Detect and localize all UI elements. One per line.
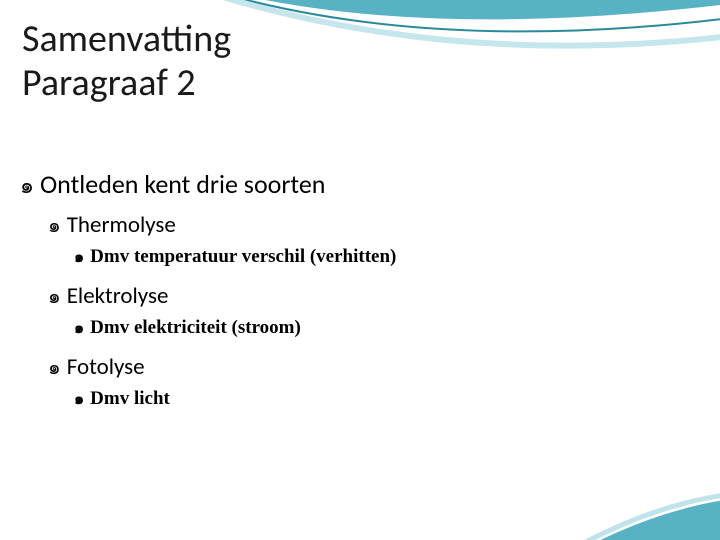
bullet-level1: ๑ Ontleden kent drie soorten xyxy=(20,168,680,203)
bullet-text: Thermolyse xyxy=(67,211,176,239)
bullet-text: Elektrolyse xyxy=(67,282,169,310)
bullet-level2: ๑ Thermolyse xyxy=(48,209,680,241)
bullet-icon: ๑ xyxy=(74,387,84,412)
corner-swoosh-decoration xyxy=(580,450,720,540)
bullet-icon: ๑ xyxy=(74,245,84,270)
bullet-level3: ๑ Dmv licht xyxy=(74,387,680,412)
bullet-icon: ๑ xyxy=(48,209,61,241)
bullet-text: Dmv licht xyxy=(90,388,170,410)
bullet-icon: ๑ xyxy=(74,316,84,341)
title-line-1: Samenvatting xyxy=(22,18,231,62)
slide-body: ๑ Ontleden kent drie soorten ๑ Thermolys… xyxy=(20,160,680,422)
title-line-2: Paragraaf 2 xyxy=(22,62,231,106)
slide-title: Samenvatting Paragraaf 2 xyxy=(22,18,231,105)
bullet-level2: ๑ Fotolyse xyxy=(48,351,680,383)
bullet-level3: ๑ Dmv elektriciteit (stroom) xyxy=(74,316,680,341)
bullet-text: Fotolyse xyxy=(67,353,145,381)
bullet-text: Dmv temperatuur verschil (verhitten) xyxy=(90,246,396,268)
bullet-level2: ๑ Elektrolyse xyxy=(48,280,680,312)
slide: Samenvatting Paragraaf 2 ๑ Ontleden kent… xyxy=(0,0,720,540)
bullet-text: Dmv elektriciteit (stroom) xyxy=(90,317,301,339)
bullet-icon: ๑ xyxy=(48,351,61,383)
bullet-icon: ๑ xyxy=(48,280,61,312)
bullet-icon: ๑ xyxy=(20,168,34,203)
bullet-level3: ๑ Dmv temperatuur verschil (verhitten) xyxy=(74,245,680,270)
bullet-text: Ontleden kent drie soorten xyxy=(40,168,326,200)
